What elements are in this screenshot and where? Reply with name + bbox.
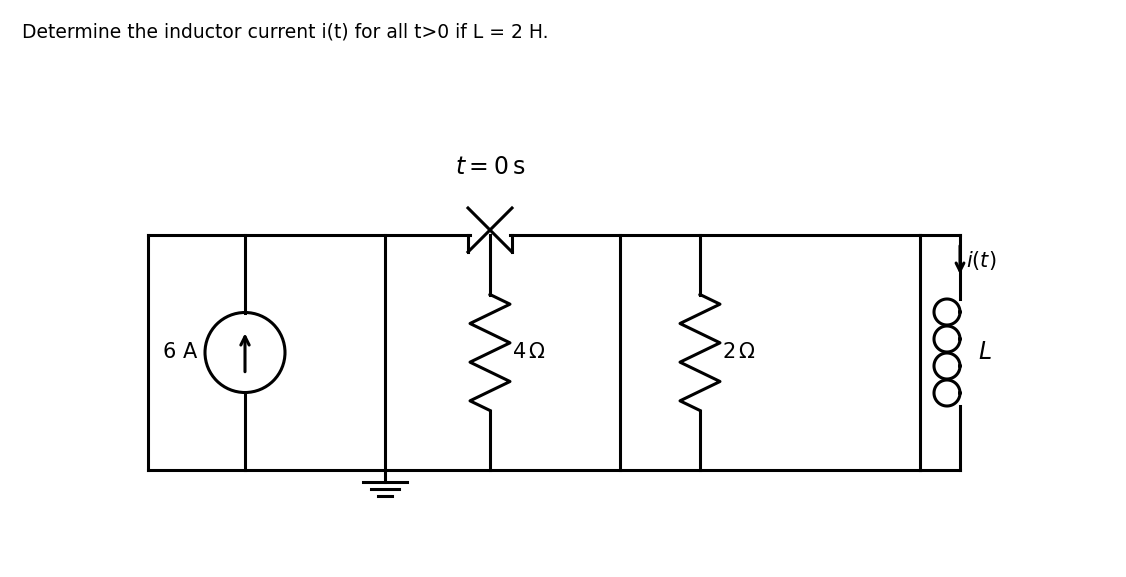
Text: $2\,\Omega$: $2\,\Omega$ <box>722 343 756 362</box>
Text: $4\,\Omega$: $4\,\Omega$ <box>512 343 546 362</box>
Text: $L$: $L$ <box>978 341 992 364</box>
Text: $i(t)$: $i(t)$ <box>966 249 997 272</box>
Text: 6 A: 6 A <box>163 343 197 362</box>
Text: Determine the inductor current i(t) for all t>0 if L = 2 H.: Determine the inductor current i(t) for … <box>23 22 548 41</box>
Text: $t = 0\,\mathrm{s}$: $t = 0\,\mathrm{s}$ <box>455 155 525 178</box>
